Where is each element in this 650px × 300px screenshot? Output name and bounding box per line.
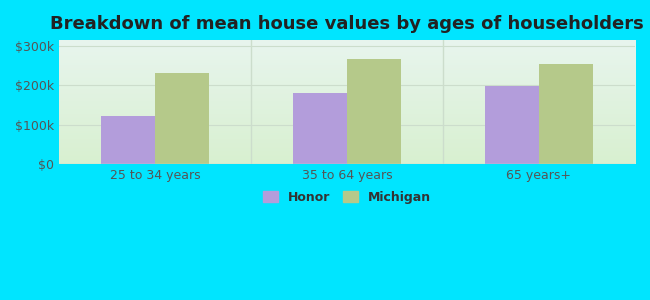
Bar — [486, 86, 539, 164]
Bar — [347, 58, 401, 164]
Legend: Honor, Michigan: Honor, Michigan — [257, 184, 437, 210]
Title: Breakdown of mean house values by ages of householders: Breakdown of mean house values by ages o… — [50, 15, 644, 33]
Bar — [539, 64, 593, 164]
Bar — [293, 92, 347, 164]
Bar — [155, 73, 209, 164]
Bar — [101, 116, 155, 164]
